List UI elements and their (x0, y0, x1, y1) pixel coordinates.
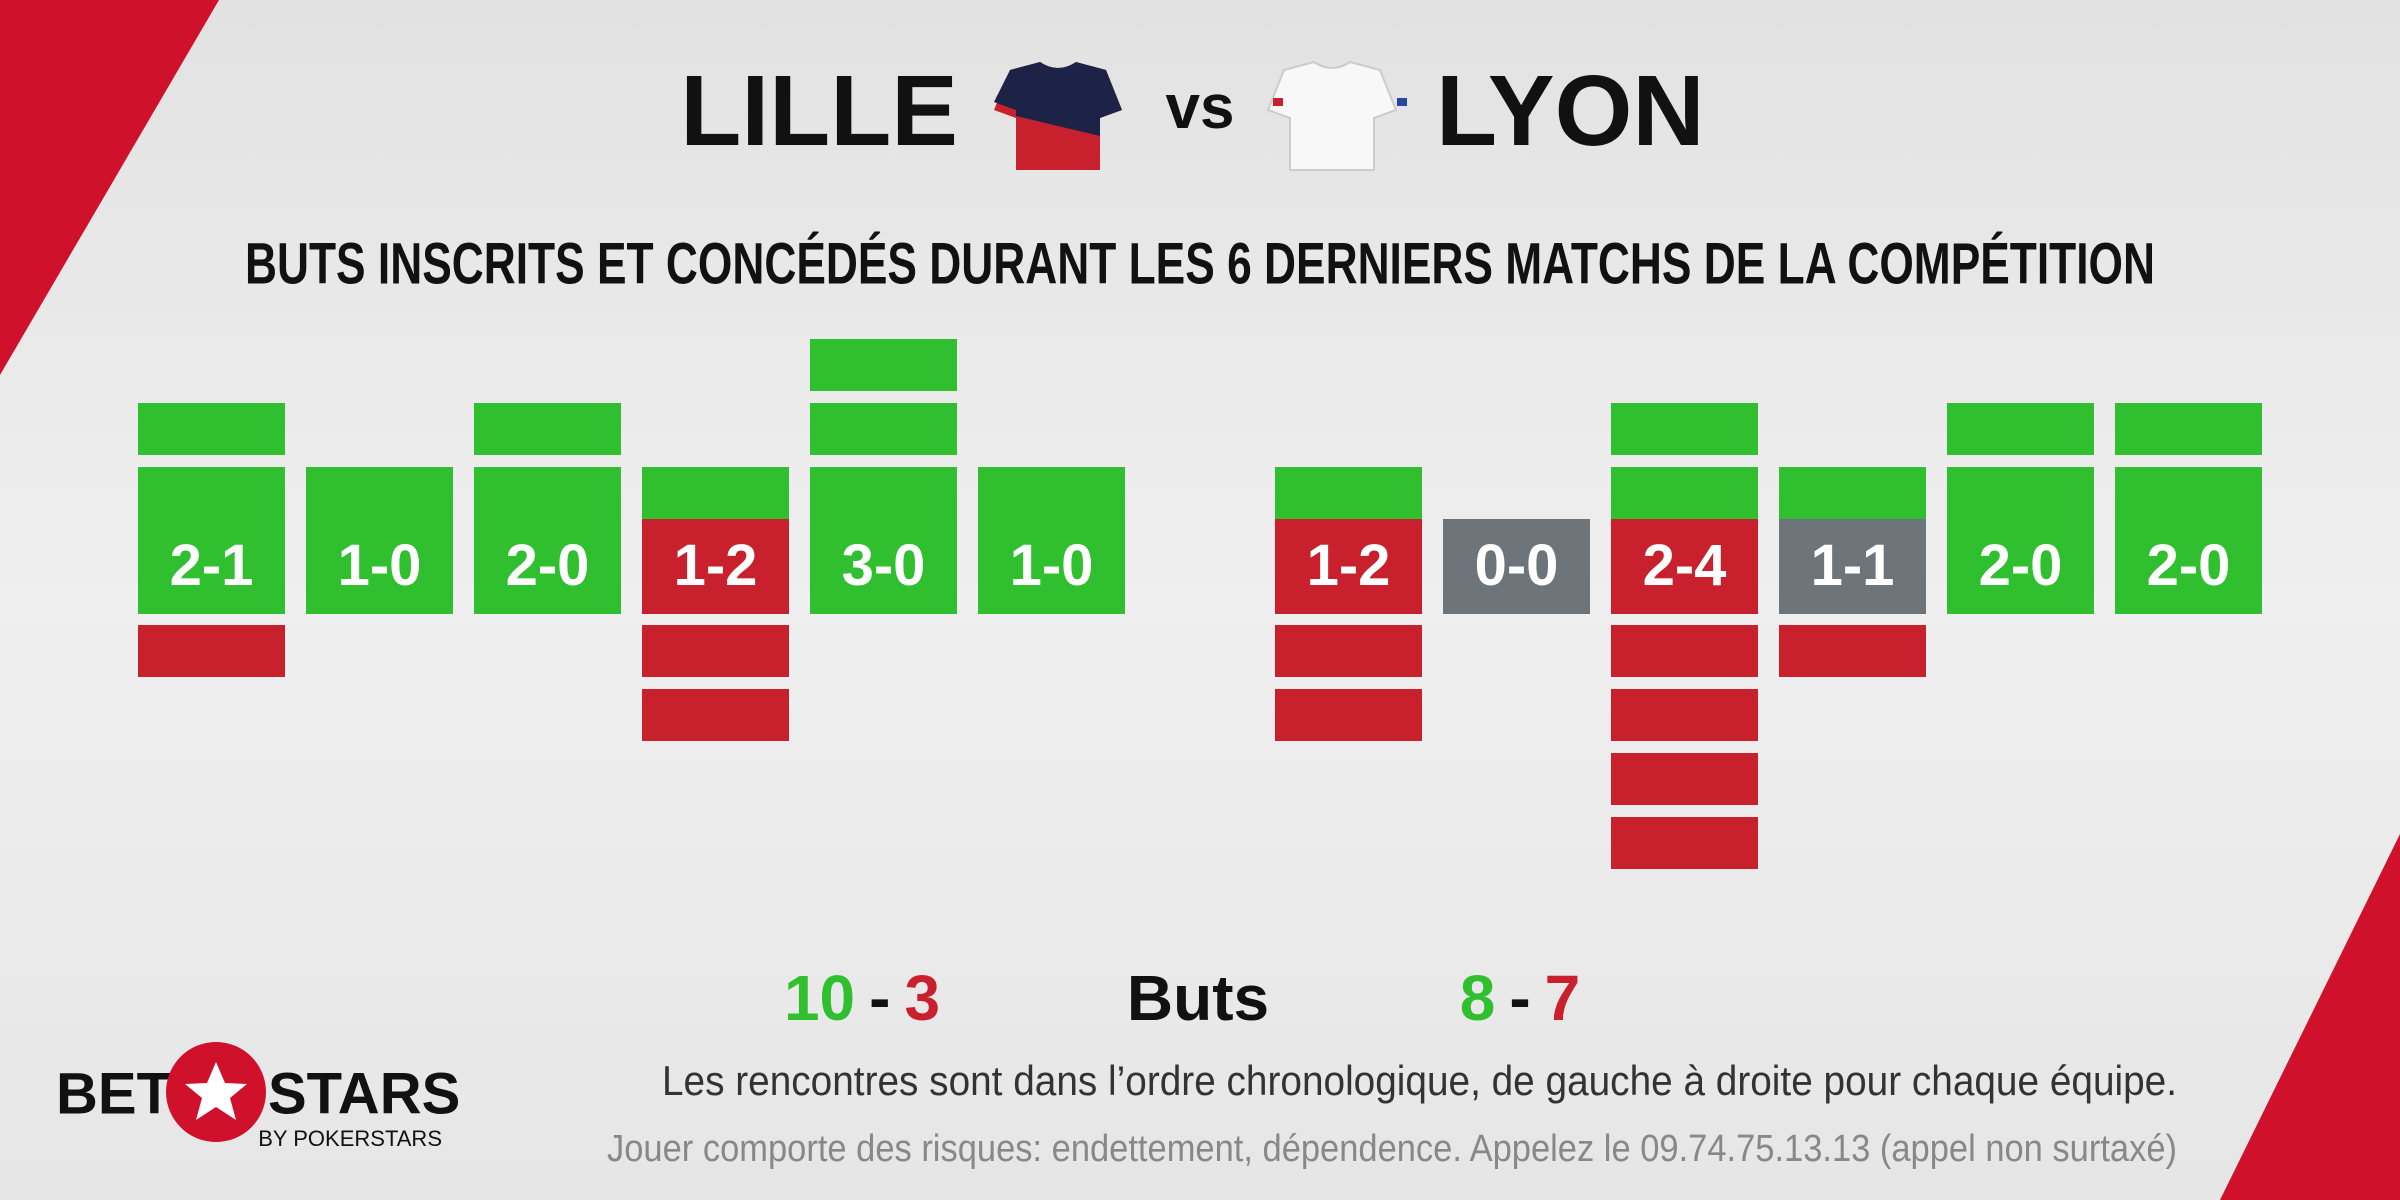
score-block (1779, 519, 1926, 614)
goal-conceded (1611, 689, 1758, 741)
score-block (2115, 519, 2262, 614)
score: 2-1 (170, 533, 254, 598)
score-block (1275, 519, 1422, 614)
versus: vs (1166, 73, 1235, 142)
goal-scored (474, 403, 621, 455)
score-block (810, 519, 957, 614)
score: 2-4 (1643, 533, 1727, 598)
logo-right: STARS (268, 1061, 460, 1126)
score-block (306, 519, 453, 614)
score: 1-0 (1010, 533, 1094, 598)
goal-scored (2115, 467, 2262, 519)
goal-conceded (1611, 753, 1758, 805)
score-block (474, 519, 621, 614)
score: 1-2 (674, 533, 758, 598)
total-conceded: 7 (1545, 962, 1581, 1034)
away-team: LYON (1436, 55, 1705, 167)
goal-conceded (138, 625, 285, 677)
score: 1-0 (338, 533, 422, 598)
totals-label: Buts (1127, 962, 1269, 1034)
score: 0-0 (1475, 533, 1559, 598)
score-block (1443, 519, 1590, 614)
goal-scored (810, 339, 957, 391)
score-block (1611, 519, 1758, 614)
goal-conceded (642, 689, 789, 741)
total-conceded: 3 (904, 962, 940, 1034)
footnote: Les rencontres sont dans l’ordre chronol… (662, 1057, 2177, 1104)
score-block (642, 519, 789, 614)
logo: BET STARS BY POKERSTARS (56, 1042, 460, 1151)
goal-scored (642, 467, 789, 519)
team-totals: 10-3 (784, 962, 940, 1034)
corner (0, 0, 219, 375)
score: 2-0 (2147, 533, 2231, 598)
goal-scored (138, 403, 285, 455)
away-jersey (1266, 60, 1407, 171)
team-totals: 8-7 (1460, 962, 1581, 1034)
goal-scored (1779, 467, 1926, 519)
score-block (978, 519, 1125, 614)
score: 2-0 (1979, 533, 2063, 598)
goal-scored (810, 467, 957, 519)
score: 2-0 (506, 533, 590, 598)
goal-conceded (1275, 625, 1422, 677)
score-block (138, 519, 285, 614)
score-block (1947, 519, 2094, 614)
goal-scored (810, 403, 957, 455)
score: 1-1 (1811, 533, 1895, 598)
logo-sub: BY POKERSTARS (258, 1126, 442, 1151)
home-jersey (994, 62, 1122, 170)
goal-conceded (1275, 689, 1422, 741)
goal-scored (306, 467, 453, 519)
goal-scored (1947, 467, 2094, 519)
goal-conceded (642, 625, 789, 677)
goal-conceded (1611, 625, 1758, 677)
goal-scored (978, 467, 1125, 519)
goal-scored (1275, 467, 1422, 519)
goal-scored (1611, 403, 1758, 455)
score: 3-0 (842, 533, 926, 598)
home-team: LILLE (680, 55, 958, 167)
goal-conceded (1611, 817, 1758, 869)
totals: 10-3 8-7 (784, 962, 1580, 1034)
disclaimer: Jouer comporte des risques: endettement,… (607, 1128, 2177, 1170)
goal-scored (474, 467, 621, 519)
goal-scored (138, 467, 285, 519)
logo-left: BET (56, 1061, 172, 1126)
goal-conceded (1779, 625, 1926, 677)
total-scored: 8 (1460, 962, 1496, 1034)
total-scored: 10 (784, 962, 855, 1034)
total-separator: - (1509, 962, 1530, 1034)
score: 1-2 (1307, 533, 1391, 598)
goal-scored (1947, 403, 2094, 455)
goal-scored (1611, 467, 1758, 519)
total-separator: - (869, 962, 890, 1034)
subtitle: BUTS INSCRITS ET CONCÉDÉS DURANT LES 6 D… (245, 231, 2155, 296)
blocks: 2-1 1-0 2-0 1-2 3-0 1-0 1-2 0-0 2-4 1-1 2-0 2-0 (138, 339, 2262, 869)
corner (2220, 834, 2400, 1200)
goal-scored (2115, 403, 2262, 455)
